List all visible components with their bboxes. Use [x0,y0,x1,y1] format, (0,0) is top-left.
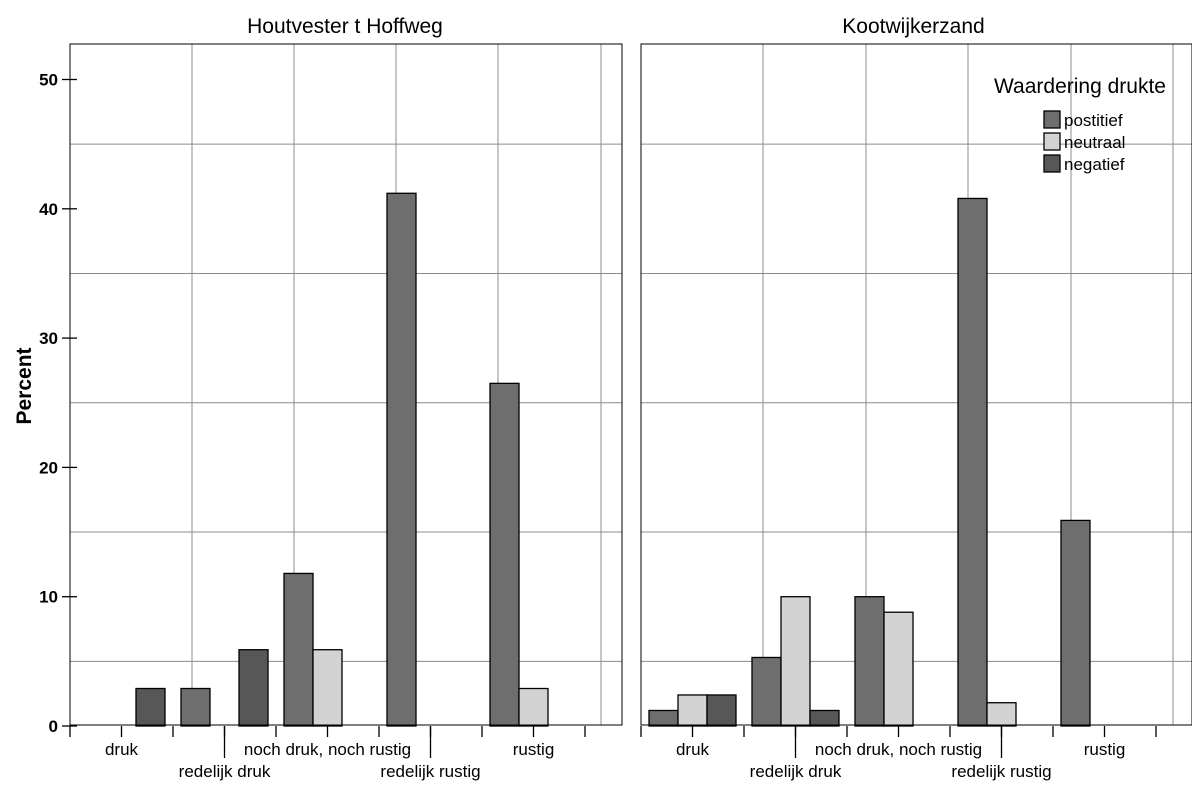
panel-title: Houtvester t Hoffweg [247,15,443,38]
panel-frame [69,43,623,726]
legend-swatch [1043,132,1061,151]
x-tick-label: redelijk rustig [380,762,480,781]
y-tick-label: 50 [39,71,58,90]
x-tick-label: druk [105,740,139,759]
bar [780,596,811,727]
legend-label: negatief [1064,155,1125,174]
bar [883,611,914,727]
y-tick-label: 30 [39,329,58,348]
y-tick-label: 10 [39,588,58,607]
bar [238,649,269,727]
bar [809,709,840,727]
bar [180,687,211,727]
bar [386,192,417,727]
legend-label: neutraal [1064,133,1125,152]
bar [751,656,782,727]
bar [135,687,166,727]
x-tick-label: redelijk druk [750,762,842,781]
x-tick-label: redelijk rustig [951,762,1051,781]
x-tick-label: redelijk druk [179,762,271,781]
x-tick-label: noch druk, noch rustig [815,740,982,759]
bar [518,687,549,727]
bar [986,702,1017,727]
bar [489,382,520,727]
bar [706,694,737,727]
bar [312,649,343,727]
legend-swatch [1043,110,1061,129]
x-tick-label: noch druk, noch rustig [244,740,411,759]
panel-title: Kootwijkerzand [842,15,984,38]
x-tick-label: druk [676,740,710,759]
y-axis-label: Percent [13,347,36,424]
bar [1060,519,1091,727]
legend-swatch [1043,154,1061,173]
bar [677,694,708,727]
legend-label: postitief [1064,111,1123,130]
y-tick-label: 0 [49,717,58,736]
bar [957,197,988,727]
x-tick-label: rustig [513,740,555,759]
y-tick-label: 40 [39,200,58,219]
y-tick-label: 20 [39,458,58,477]
bar [854,596,885,727]
panel-frame [640,43,1192,726]
legend-title: Waardering drukte [994,75,1166,98]
x-tick-label: rustig [1084,740,1126,759]
bar [283,572,314,727]
bar [648,709,679,727]
